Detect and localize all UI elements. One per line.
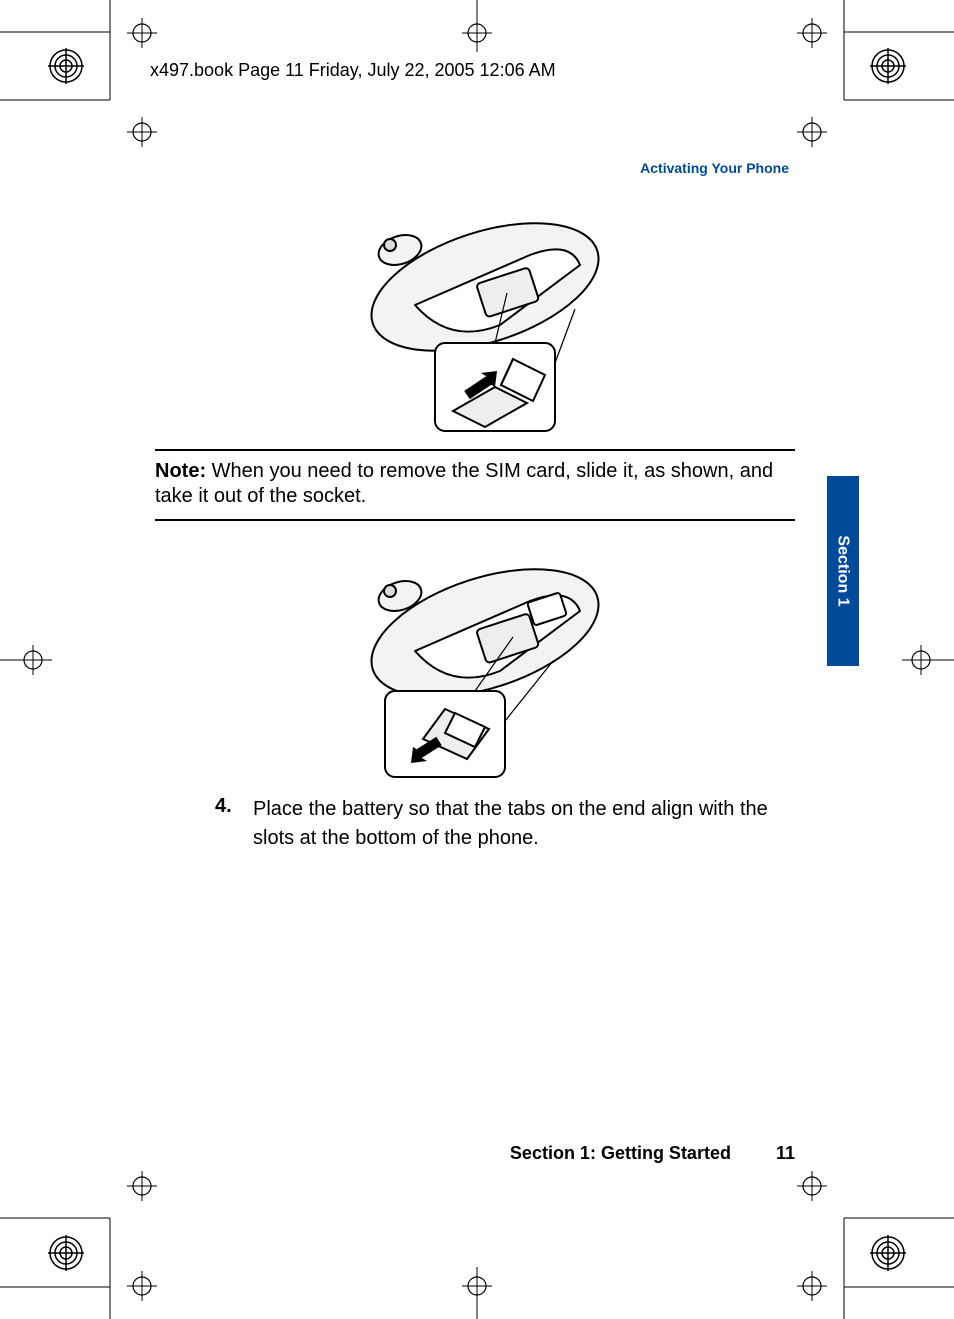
page-footer: Section 1: Getting Started 11 (160, 1143, 795, 1164)
registration-mark-icon (870, 1235, 906, 1271)
note-block: Note: When you need to remove the SIM ca… (155, 449, 795, 521)
registration-mark-icon (870, 48, 906, 84)
footer-page-number: 11 (776, 1143, 795, 1163)
crop-target-icon (127, 1271, 157, 1301)
running-head: Activating Your Phone (640, 160, 789, 176)
crop-target-icon (462, 1271, 492, 1301)
crop-target-icon (462, 18, 492, 48)
note-body: When you need to remove the SIM card, sl… (155, 460, 773, 507)
step-body: Place the battery so that the tabs on th… (253, 795, 795, 853)
crop-target-icon (127, 1171, 157, 1201)
crop-target-icon (127, 117, 157, 147)
step-4: 4. Place the battery so that the tabs on… (155, 795, 795, 853)
content-area: Note: When you need to remove the SIM ca… (155, 195, 795, 853)
crop-target-icon (797, 1171, 827, 1201)
footer-section: Section 1: Getting Started (510, 1143, 731, 1163)
print-header: x497.book Page 11 Friday, July 22, 2005 … (150, 60, 556, 81)
crop-target-icon (797, 117, 827, 147)
step-number: 4. (215, 795, 237, 853)
crop-target-icon (797, 1271, 827, 1301)
section-tab-label: Section 1 (834, 535, 852, 606)
registration-mark-icon (48, 48, 84, 84)
phone-sim-insert-illustration (330, 195, 620, 435)
note-label: Note: (155, 460, 206, 482)
section-tab: Section 1 (827, 476, 859, 666)
crop-target-icon (906, 645, 936, 675)
phone-sim-remove-illustration (330, 541, 620, 781)
crop-target-icon (18, 645, 48, 675)
crop-target-icon (797, 18, 827, 48)
registration-mark-icon (48, 1235, 84, 1271)
crop-target-icon (127, 18, 157, 48)
